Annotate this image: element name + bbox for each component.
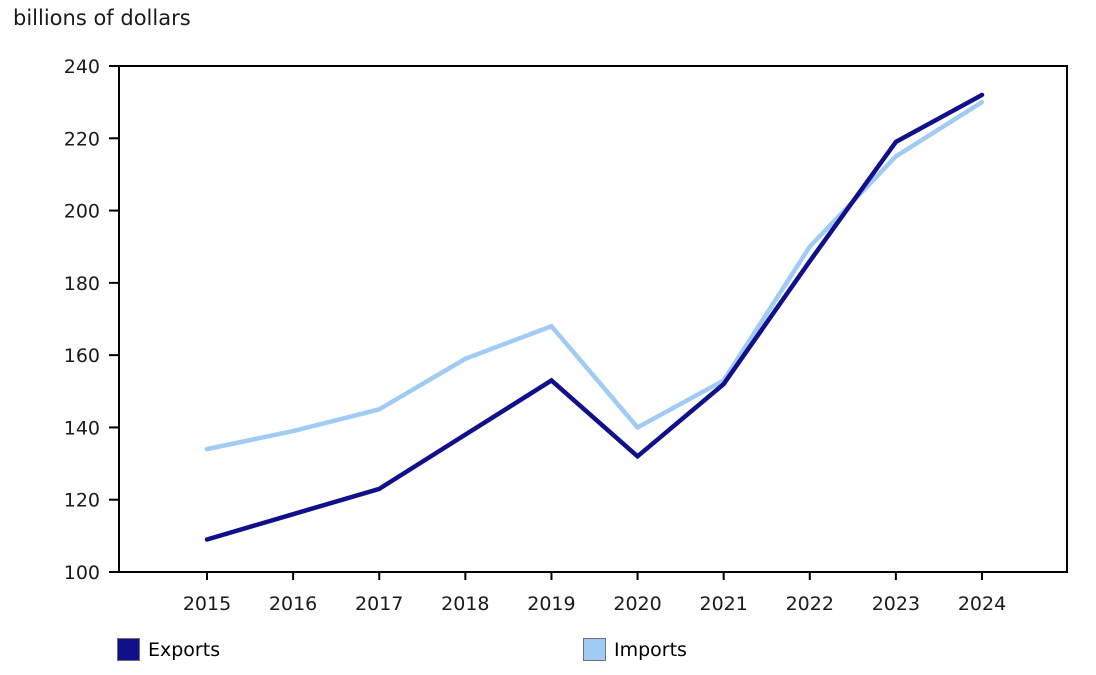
plot-frame: [118, 65, 1068, 573]
x-axis-tick-label: 2019: [527, 593, 575, 615]
y-axis-tick-label: 240: [64, 56, 100, 78]
imports-swatch-icon: [583, 638, 606, 661]
legend-item-imports: Imports: [583, 638, 687, 661]
x-axis-tick-label: 2020: [613, 593, 661, 615]
x-axis-tick-label: 2022: [786, 593, 834, 615]
exports-swatch-icon: [117, 638, 140, 661]
y-axis-tick-label: 200: [64, 201, 100, 223]
chart-title: billions of dollars: [13, 6, 191, 30]
x-axis-tick-label: 2016: [269, 593, 317, 615]
x-axis-tick-label: 2024: [958, 593, 1006, 615]
x-axis-tick-label: 2015: [183, 593, 231, 615]
y-axis-tick-label: 140: [64, 417, 100, 439]
x-axis-tick-label: 2023: [872, 593, 920, 615]
imports-line: [204, 99, 985, 452]
legend-label-exports: Exports: [148, 638, 221, 661]
y-axis-tick-label: 120: [64, 490, 100, 512]
x-axis-tick-label: 2017: [355, 593, 403, 615]
y-axis-tick-label: 160: [64, 345, 100, 367]
legend-label-imports: Imports: [614, 638, 687, 661]
y-axis-tick-label: 220: [64, 128, 100, 150]
exports-line: [204, 92, 985, 542]
x-axis-tick-label: 2021: [699, 593, 747, 615]
y-axis-tick-label: 180: [64, 273, 100, 295]
legend-item-exports: Exports: [117, 638, 220, 661]
x-axis-tick-label: 2018: [441, 593, 489, 615]
y-axis-tick-label: 100: [64, 562, 100, 584]
